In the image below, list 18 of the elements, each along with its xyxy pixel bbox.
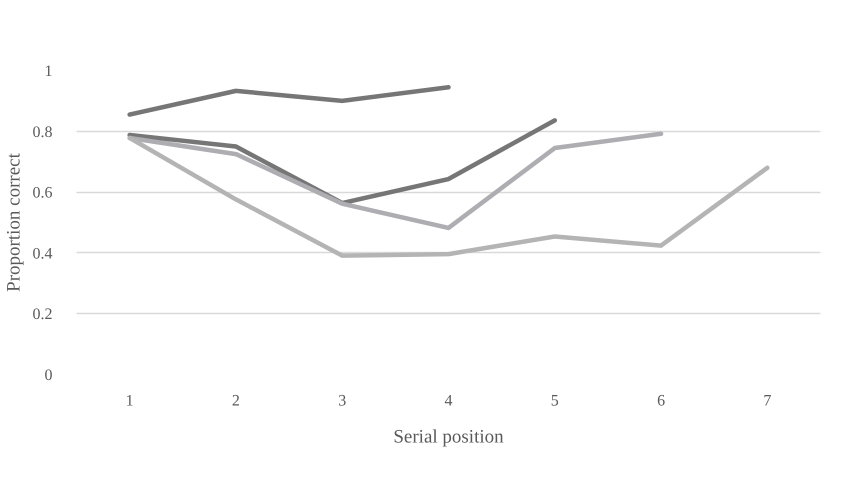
x-tick-label: 3 <box>338 392 346 410</box>
y-tick-label: 0.8 <box>32 124 52 141</box>
y-tick-label: 0.2 <box>32 306 52 324</box>
y-axis-title: Proportion correct <box>4 152 24 292</box>
x-tick-label: 4 <box>444 392 452 410</box>
x-tick-label: 1 <box>126 392 134 410</box>
x-tick-label: 5 <box>550 392 559 410</box>
y-tick-label: 0.4 <box>32 245 52 262</box>
line-series <box>127 118 558 206</box>
y-tick-label: 0 <box>44 367 52 384</box>
x-tick-label: 2 <box>232 392 240 410</box>
line-series <box>127 136 770 258</box>
y-tick-label: 1 <box>44 63 52 80</box>
line-series <box>127 84 451 117</box>
x-axis-title: Serial position <box>393 426 504 448</box>
x-tick-label: 6 <box>657 392 666 410</box>
x-tick-label: 7 <box>763 392 772 410</box>
y-tick-label: 0.6 <box>32 184 52 202</box>
